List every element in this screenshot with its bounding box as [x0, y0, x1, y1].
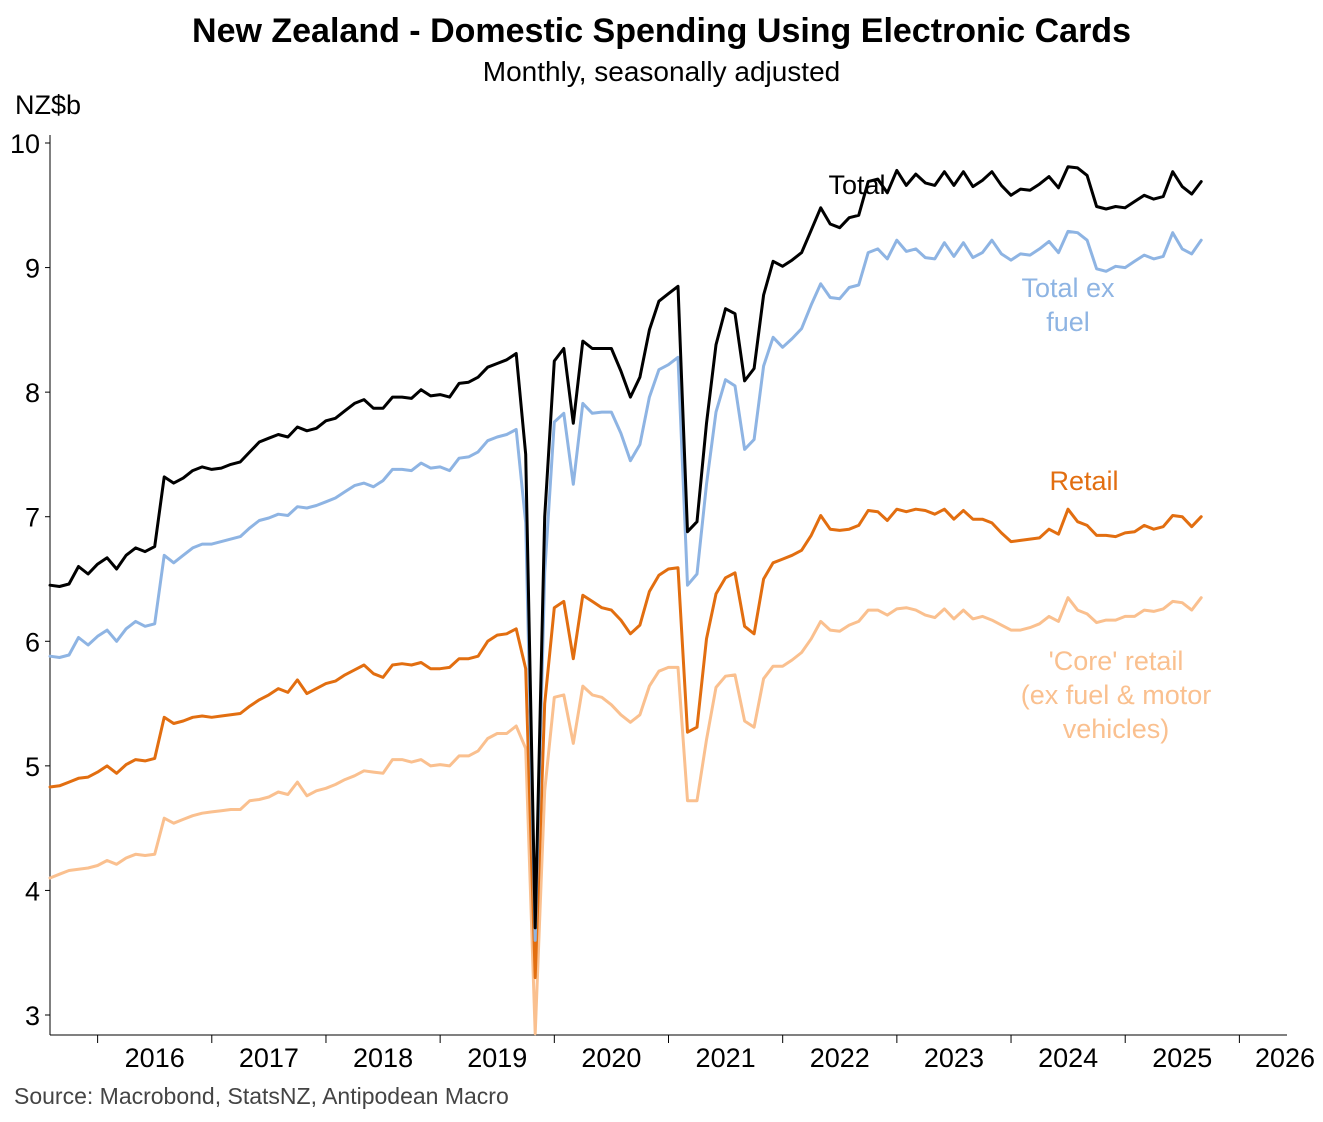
y-tick-label: 4 — [25, 876, 40, 906]
y-tick-label: 9 — [25, 254, 40, 284]
series-label-line: 'Core' retail — [1049, 646, 1184, 676]
x-tick-label: 2021 — [696, 1043, 756, 1073]
y-tick-label: 10 — [10, 129, 40, 159]
x-tick-label: 2022 — [810, 1043, 870, 1073]
series-label-line: vehicles) — [1063, 714, 1170, 744]
series-label-line: Total ex — [1021, 273, 1115, 303]
x-tick-label: 2023 — [924, 1043, 984, 1073]
series-label-line: (ex fuel & motor — [1021, 680, 1212, 710]
series-label-3: 'Core' retail (ex fuel & motor vehicles) — [1021, 646, 1212, 744]
y-tick-label: 8 — [25, 378, 40, 408]
series-label-line: fuel — [1046, 307, 1090, 337]
series-label-line: Retail — [1049, 466, 1118, 496]
series-label-2: Retail — [1049, 466, 1118, 496]
x-tick-label: 2018 — [353, 1043, 413, 1073]
x-tick-label: 2019 — [467, 1043, 527, 1073]
series-line-total — [48, 165, 1203, 930]
series-layer — [48, 165, 1203, 1036]
series-label-0: Total — [828, 170, 885, 200]
y-tick-label: 6 — [25, 627, 40, 657]
x-tick-label: 2026 — [1255, 1043, 1315, 1073]
series-line-total-ex-fuel — [48, 229, 1203, 942]
axes: 3 4 5 6 7 8 9 10 2016 2017 2018 2019 2020 2021 2022 202… — [10, 129, 1315, 1073]
y-axis-unit-label: NZ$b — [15, 90, 82, 120]
x-tick-label: 2016 — [125, 1043, 185, 1073]
x-tick-label: 2025 — [1152, 1043, 1212, 1073]
series-line-core-retail-ex-fuel-motor-vehicles — [48, 596, 1203, 1036]
x-tick-label: 2017 — [239, 1043, 299, 1073]
chart-title: New Zealand - Domestic Spending Using El… — [192, 12, 1131, 50]
y-tick-label: 3 — [25, 1001, 40, 1031]
series-labels: Total Total ex fuel Retail 'Core' retail (ex … — [828, 170, 1211, 744]
source-note: Source: Macrobond, StatsNZ, Antipodean M… — [14, 1083, 509, 1109]
x-tick-label: 2024 — [1038, 1043, 1098, 1073]
x-tick-label: 2020 — [581, 1043, 641, 1073]
y-tick-label: 7 — [25, 503, 40, 533]
series-line-retail — [48, 507, 1203, 980]
y-tick-label: 5 — [25, 752, 40, 782]
series-label-1: Total ex fuel — [1021, 273, 1115, 337]
chart-subtitle: Monthly, seasonally adjusted — [482, 56, 841, 87]
series-label-line: Total — [828, 170, 885, 200]
